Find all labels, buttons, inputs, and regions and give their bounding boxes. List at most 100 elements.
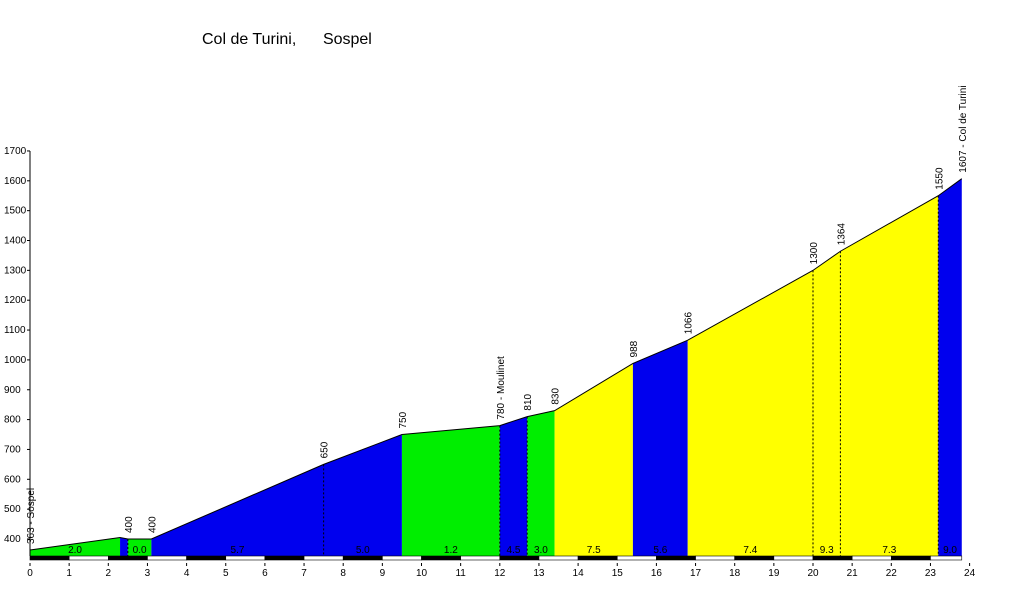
- y-tick-label: 1400: [4, 236, 27, 247]
- x-tick-label: 14: [573, 568, 585, 579]
- y-tick-label: 900: [4, 385, 21, 396]
- gradient-label: 4.5: [507, 545, 521, 556]
- y-tick-label: 700: [4, 444, 21, 455]
- gradient-label: 9.0: [943, 545, 957, 556]
- x-tick-label: 1: [66, 568, 72, 579]
- gradient-label: 0.0: [133, 545, 147, 556]
- km-bar-cell: [342, 555, 383, 561]
- km-scale-bar: [29, 555, 963, 561]
- x-tick-label: 3: [145, 568, 151, 579]
- km-bar-cell: [421, 555, 461, 561]
- y-tick-label: 600: [4, 474, 21, 485]
- profile-segment-blue: [151, 434, 402, 556]
- gradient-label: 3.0: [534, 545, 548, 556]
- elevation-label: 400: [124, 516, 135, 533]
- y-tick-label: 1700: [4, 146, 27, 157]
- km-bar-cell: [147, 555, 187, 561]
- dashed-markers: [127, 195, 939, 556]
- x-tick-label: 11: [455, 568, 466, 579]
- elevation-label: 1364: [836, 223, 847, 246]
- km-bar-cell: [656, 555, 696, 561]
- km-bar-cell: [68, 555, 109, 561]
- x-tick-label: 12: [494, 568, 506, 579]
- x-tick-label: 16: [651, 568, 663, 579]
- x-tick-label: 2: [106, 568, 112, 579]
- x-tick-label: 0: [27, 568, 33, 579]
- y-tick-label: 400: [4, 534, 21, 545]
- km-bar-cell: [890, 555, 931, 561]
- elevation-label: 650: [320, 441, 331, 458]
- chart-title: Col de Turini, Sospel: [202, 31, 372, 48]
- km-bar-cell: [577, 555, 618, 561]
- profile-segment-blue: [632, 340, 688, 556]
- y-tick-label: 1000: [4, 355, 27, 366]
- elevation-label: 830: [551, 388, 562, 405]
- y-tick-label: 1600: [4, 176, 27, 187]
- elevation-label: 363 - Sospel: [26, 488, 37, 544]
- y-tick-label: 500: [4, 504, 21, 515]
- km-bar-cell: [264, 555, 305, 561]
- elevation-label: 1300: [809, 242, 820, 265]
- gradient-labels: 2.0 0.0 1.2 4.5 3.0 7.5 5.6 5.7 5.0 7.4 9.3 7.3 9.0: [68, 545, 957, 556]
- x-tick-label: 23: [925, 568, 937, 579]
- elevation-label: 988: [629, 340, 640, 357]
- y-tick-label: 1300: [4, 265, 27, 276]
- x-tick-label: 5: [223, 568, 229, 579]
- x-tick-label: 15: [612, 568, 624, 579]
- gradient-label: 2.0: [68, 545, 82, 556]
- gradient-label: 5.0: [356, 545, 370, 556]
- x-tick-label: 19: [768, 568, 780, 579]
- km-bar-cell: [616, 555, 657, 561]
- profile-segment-blue: [938, 178, 962, 556]
- elevation-label: 810: [523, 393, 534, 410]
- x-tick-label: 18: [729, 568, 741, 579]
- x-tick-label: 22: [886, 568, 898, 579]
- km-bar-cell: [812, 555, 853, 561]
- km-bar-cell: [225, 555, 266, 561]
- km-bar-cell: [773, 555, 814, 561]
- elevation-label: 1550: [934, 167, 945, 190]
- x-tick-label: 13: [533, 568, 545, 579]
- profile-segment-green: [127, 539, 152, 556]
- profile-segment-blue: [499, 416, 528, 556]
- x-tick-label: 9: [380, 568, 386, 579]
- km-bar-cell: [930, 555, 963, 561]
- km-bar-cell: [734, 555, 775, 561]
- km-bar-cell: [29, 555, 70, 561]
- point-labels: 363 - Sospel 400 400 650 750 780 - Moulinet 81…: [26, 85, 969, 544]
- gradient-label: 5.7: [231, 545, 245, 556]
- y-tick-label: 800: [4, 415, 21, 426]
- x-tick-label: 6: [262, 568, 268, 579]
- profile-segment-blue: [120, 537, 128, 556]
- profile-segment-green: [401, 425, 500, 556]
- gradient-label: 9.3: [820, 545, 834, 556]
- elevation-label: 400: [147, 516, 158, 533]
- gradient-label: 5.6: [653, 545, 667, 556]
- axes: 400 500 600 700 800 900 1000 1100 1 20 0 1300 1400 15…: [4, 146, 976, 579]
- profile-segment-yellow: [554, 363, 633, 556]
- x-tick-label: 8: [340, 568, 346, 579]
- gradient-label: 1.2: [444, 545, 458, 556]
- km-bar-cell: [695, 555, 735, 561]
- x-tick-label: 17: [690, 568, 702, 579]
- km-bar-cell: [499, 555, 540, 561]
- y-tick-label: 1500: [4, 206, 27, 217]
- gradient-label: 7.5: [587, 545, 601, 556]
- km-bar-cell: [538, 555, 579, 561]
- y-tick-label: 1100: [4, 325, 26, 336]
- elevation-label: 1607 - Col de Turini: [958, 85, 969, 172]
- km-bar-cell: [108, 555, 148, 561]
- x-tick-label: 20: [807, 568, 819, 579]
- profile-segment-green: [30, 537, 121, 556]
- x-tick-label: 10: [416, 568, 428, 579]
- km-bar-cell: [851, 555, 892, 561]
- x-tick-label: 24: [964, 568, 976, 579]
- km-bar-cell: [303, 555, 344, 561]
- x-tick-label: 7: [301, 568, 307, 579]
- km-bar-cell: [186, 555, 227, 561]
- x-tick-label: 4: [184, 568, 190, 579]
- gradient-label: 7.4: [743, 545, 757, 556]
- elevation-label: 1066: [684, 312, 695, 335]
- elevation-label: 780 - Moulinet: [496, 356, 507, 420]
